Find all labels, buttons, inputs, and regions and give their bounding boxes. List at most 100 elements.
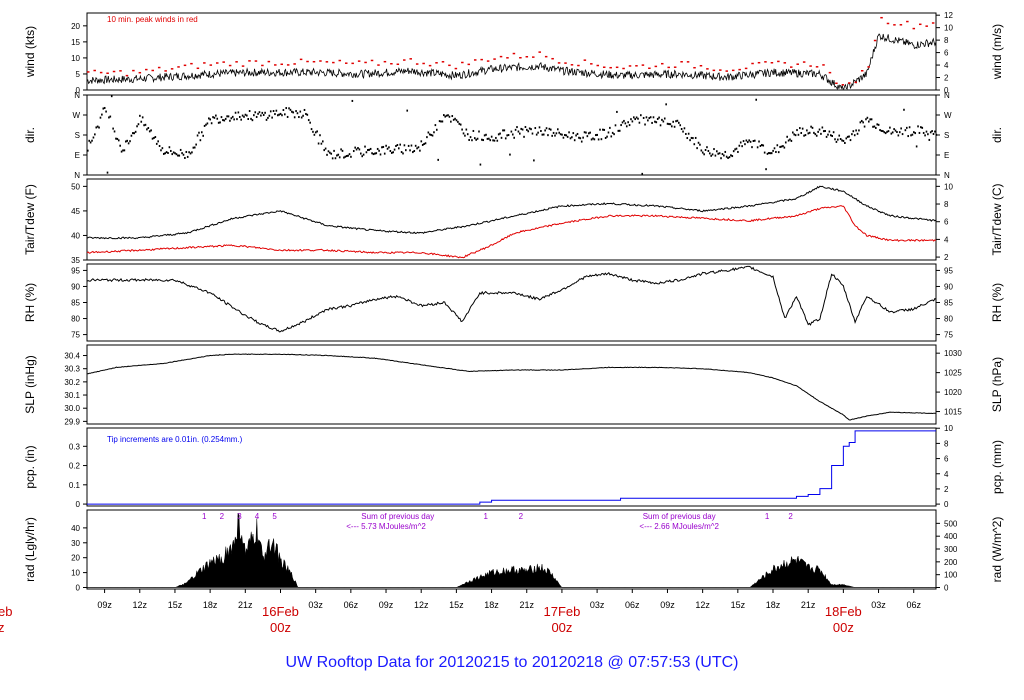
- dir-point: [202, 134, 204, 137]
- dir-point: [278, 113, 280, 116]
- dir-point: [656, 117, 659, 120]
- dir-point: [749, 140, 752, 143]
- dir-point: [842, 139, 845, 142]
- dir-point: [610, 135, 613, 138]
- dir-point: [361, 155, 364, 158]
- dir-point: [254, 111, 257, 114]
- wind-peak-point: [648, 67, 651, 70]
- dir-point: [659, 124, 662, 127]
- dir-point: [309, 121, 311, 124]
- rtick-label-pcp: 6: [944, 455, 949, 464]
- dir-point: [791, 131, 794, 134]
- dir-point: [535, 133, 538, 136]
- dir-point: [922, 131, 925, 134]
- rad-hour-marker: 4: [255, 512, 260, 521]
- dir-point: [690, 136, 693, 139]
- wind-peak-point: [873, 39, 877, 42]
- dir-point: [94, 133, 96, 136]
- wind-peak-point: [693, 66, 696, 69]
- dir-point: [350, 155, 352, 158]
- dir-point: [115, 137, 117, 140]
- dir-point: [416, 147, 418, 150]
- wind-peak-point: [622, 67, 625, 70]
- ytick-label-dir: E: [75, 151, 80, 160]
- dir-point: [752, 140, 755, 143]
- dir-point: [724, 150, 727, 153]
- rad-daily-sum-note: Sum of previous day: [361, 512, 434, 521]
- dir-point: [269, 110, 272, 113]
- dir-point: [458, 122, 461, 125]
- wind-peak-point: [325, 61, 329, 63]
- dir-point: [813, 131, 815, 134]
- dir-point: [392, 151, 394, 154]
- dir-point: [718, 152, 721, 155]
- dir-point: [915, 145, 918, 148]
- dir-point: [572, 132, 575, 135]
- dir-point: [179, 148, 182, 151]
- dir-point: [338, 156, 341, 159]
- dir-point: [834, 138, 836, 141]
- dir-point: [106, 171, 109, 174]
- wind-peak-point: [802, 61, 806, 63]
- dir-point: [399, 143, 401, 146]
- wind-peak-point: [506, 57, 509, 59]
- dir-point: [700, 149, 703, 152]
- rad-hour-marker: 1: [483, 512, 488, 521]
- rtick-label-pcp: 8: [944, 439, 949, 448]
- dir-point: [713, 148, 715, 151]
- wind-peak-point: [183, 64, 187, 67]
- dir-point: [873, 125, 876, 128]
- dir-point: [431, 134, 434, 137]
- dir-point: [511, 133, 514, 136]
- dir-point: [592, 137, 594, 140]
- dir-point: [153, 136, 155, 139]
- dir-point: [405, 149, 407, 152]
- ytick-label-pcp: 0: [76, 500, 81, 509]
- dir-point: [523, 135, 525, 138]
- dir-point: [600, 138, 603, 141]
- dir-point: [374, 152, 376, 155]
- dir-point: [336, 154, 338, 157]
- partial-date-sub-label: z: [0, 620, 5, 635]
- dir-point: [126, 139, 129, 142]
- rtick-label-rh: 95: [944, 266, 953, 275]
- dir-point: [728, 156, 731, 159]
- dir-point: [562, 136, 565, 139]
- dir-point: [683, 127, 686, 130]
- dir-point: [625, 125, 628, 128]
- wind-peak-point: [228, 64, 232, 67]
- dir-point: [551, 134, 553, 137]
- dir-point: [448, 115, 451, 118]
- wind-peak-point: [435, 62, 438, 64]
- temp-line-Tdew: [86, 205, 937, 259]
- dir-point: [917, 125, 919, 128]
- dir-point: [642, 116, 645, 119]
- wind-peak-point: [777, 60, 780, 63]
- wind-peak-point: [480, 58, 483, 61]
- dir-point: [620, 124, 622, 127]
- rtick-label-pcp: 2: [944, 485, 949, 494]
- dir-point: [101, 113, 103, 116]
- dir-point: [932, 132, 935, 135]
- dir-point: [438, 120, 441, 123]
- dir-point: [614, 124, 617, 127]
- dir-point: [313, 133, 316, 136]
- dir-point: [388, 146, 390, 149]
- chart-title: UW Rooftop Data for 20120215 to 20120218…: [286, 654, 739, 671]
- dir-point: [679, 124, 682, 127]
- dir-point: [326, 153, 328, 156]
- date-label: 16Feb: [262, 604, 299, 619]
- dir-point: [782, 145, 784, 148]
- dir-point: [703, 153, 705, 156]
- rtick-label-wind: 4: [944, 61, 949, 70]
- wind-peak-point: [132, 69, 135, 72]
- wind-peak-point: [757, 61, 761, 64]
- ytick-label-temp: 35: [71, 256, 80, 265]
- dir-point: [531, 132, 534, 135]
- dir-point: [367, 149, 369, 152]
- dir-point: [196, 134, 199, 137]
- wind-peak-point: [145, 68, 148, 71]
- wind-peak-point: [848, 82, 851, 84]
- dir-point: [783, 146, 786, 149]
- dir-point: [696, 147, 698, 150]
